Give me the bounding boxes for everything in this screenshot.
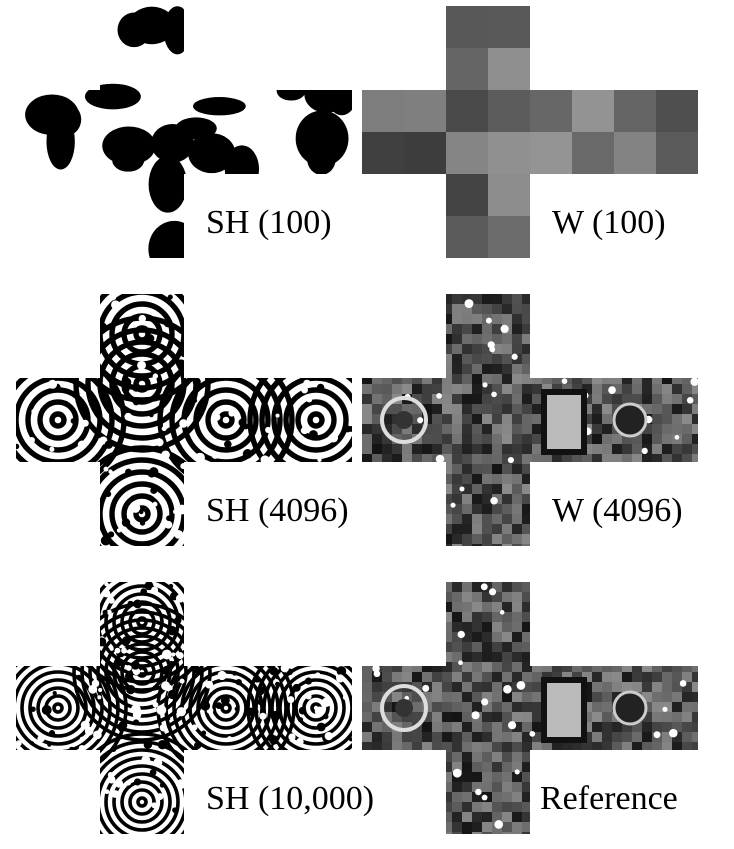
panel-w-100: W (100)	[362, 6, 702, 264]
cubemap-w-4096	[362, 294, 698, 546]
cubemap-sh-4096	[16, 294, 352, 546]
panel-caption: SH (100)	[206, 204, 332, 241]
panel-caption: SH (10,000)	[206, 780, 375, 817]
cubemap-w-100	[362, 6, 698, 258]
cubemap-sh-100	[16, 6, 352, 258]
panel-caption: SH (4096)	[206, 492, 349, 529]
panel-sh-100: SH (100)	[16, 6, 356, 264]
panel-caption: W (4096)	[552, 492, 683, 529]
cubemap-reference	[362, 582, 698, 834]
panel-sh-4096: SH (4096)	[16, 294, 356, 552]
cubemap-sh-10000	[16, 582, 352, 834]
panel-sh-10000: SH (10,000)	[16, 582, 374, 840]
panel-caption: Reference	[540, 780, 678, 817]
panel-reference: Reference	[362, 582, 702, 840]
panel-caption: W (100)	[552, 204, 666, 241]
panel-w-4096: W (4096)	[362, 294, 702, 552]
